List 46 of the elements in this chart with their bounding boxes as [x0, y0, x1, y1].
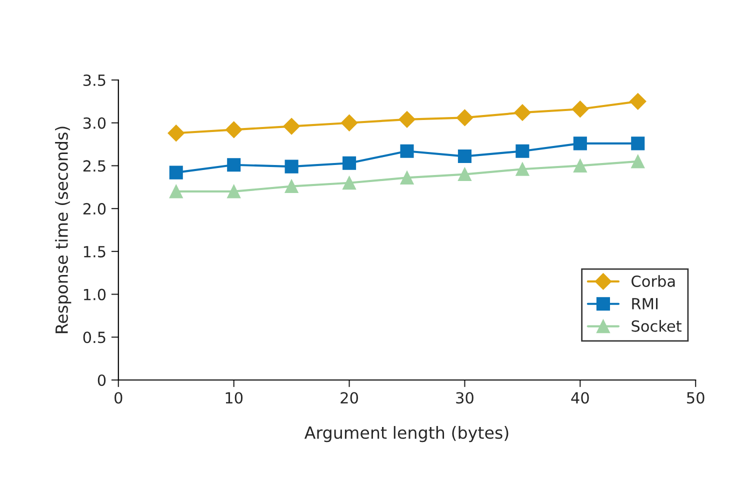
point — [342, 176, 356, 190]
legend-label: Socket — [632, 320, 682, 332]
point — [458, 150, 472, 164]
point — [227, 158, 241, 172]
point — [342, 156, 356, 170]
point — [168, 124, 184, 142]
point — [169, 184, 183, 198]
x-axis-title: Argument length (bytes) — [304, 426, 508, 442]
point — [630, 93, 646, 110]
y-axis-title: Response time (seconds) — [55, 126, 72, 334]
point — [573, 136, 587, 150]
point — [458, 168, 472, 182]
point — [631, 136, 645, 150]
point — [227, 184, 241, 198]
y-tick-label: 0 — [98, 374, 106, 386]
point — [573, 158, 587, 172]
x-tick-label: 30 — [456, 392, 474, 404]
x-tick-label: 40 — [571, 392, 589, 404]
point — [456, 109, 474, 126]
legend-label: Corba — [632, 275, 675, 288]
point — [225, 121, 242, 138]
point — [516, 162, 530, 176]
x-tick-label: 10 — [226, 392, 243, 404]
legend-label: RMI — [632, 298, 658, 310]
y-tick-label: 1.0 — [84, 288, 106, 300]
x-tick-label: 20 — [340, 392, 358, 404]
point — [340, 114, 358, 132]
y-tick-label: 3.5 — [83, 74, 106, 86]
y-tick-label: 3.0 — [83, 117, 106, 129]
point — [631, 154, 645, 168]
y-tick-label: 2.5 — [83, 160, 106, 172]
point — [284, 180, 298, 194]
y-tick-label: 1.5 — [84, 246, 106, 258]
point — [284, 160, 298, 174]
y-tick-label: 0.5 — [83, 332, 106, 344]
point — [283, 118, 300, 135]
x-tick-label: 0 — [114, 392, 122, 404]
point — [400, 170, 414, 184]
point — [516, 144, 530, 158]
point — [398, 111, 416, 128]
y-tick-label: 2.0 — [83, 203, 106, 215]
point — [169, 166, 183, 180]
point — [514, 104, 531, 121]
point — [572, 100, 589, 118]
point — [400, 144, 414, 158]
x-tick-label: 50 — [687, 392, 704, 404]
